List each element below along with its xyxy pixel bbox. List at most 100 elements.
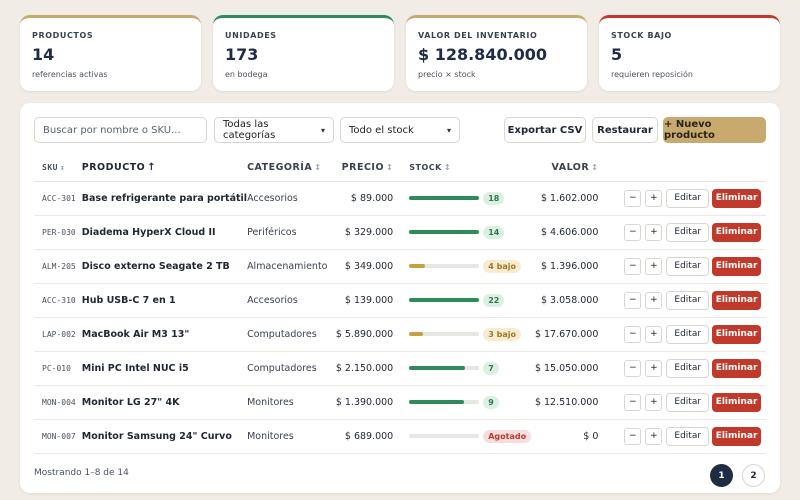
delete-button[interactable]: Eliminar <box>712 290 762 310</box>
cell-category: Accesorios <box>247 283 329 318</box>
edit-button[interactable]: Editar <box>666 426 710 446</box>
cell-stock: 3 bajo <box>401 317 532 352</box>
stock-badge: 18 <box>483 191 505 205</box>
delete-button[interactable]: Eliminar <box>712 392 762 412</box>
restore-button[interactable]: Restaurar <box>592 117 658 143</box>
cell-value: $ 15.050.000 <box>531 351 607 386</box>
header-price[interactable]: PRECIO ↕ <box>328 155 402 182</box>
increment-button[interactable]: + <box>645 325 663 343</box>
delete-button[interactable]: Eliminar <box>712 188 762 208</box>
cell-sku: ALM-205 <box>34 249 82 284</box>
edit-button[interactable]: Editar <box>666 324 710 344</box>
category-select[interactable]: Todas las categorías ▾ <box>214 117 334 143</box>
delete-button[interactable]: Eliminar <box>712 358 762 378</box>
decrement-button[interactable]: − <box>624 427 642 445</box>
edit-button[interactable]: Editar <box>666 290 710 310</box>
page-1-button[interactable]: 1 <box>710 464 733 487</box>
stock-select[interactable]: Todo el stock ▾ <box>340 117 460 143</box>
cell-category: Almacenamiento <box>247 249 329 284</box>
edit-button[interactable]: Editar <box>666 188 710 208</box>
cell-category: Monitores <box>247 385 329 420</box>
stock-badge: 4 bajo <box>483 259 521 273</box>
edit-button[interactable]: Editar <box>666 222 710 242</box>
cell-value: $ 1.396.000 <box>531 249 607 284</box>
table-row: ALM-205 Disco externo Seagate 2 TB Almacen… <box>34 249 766 284</box>
stock-badge: 9 <box>483 395 499 409</box>
delete-button[interactable]: Eliminar <box>712 324 762 344</box>
increment-button[interactable]: + <box>645 189 663 207</box>
cell-category: Accesorios <box>247 181 329 216</box>
cell-sku: LAP-002 <box>34 317 82 352</box>
increment-button[interactable]: + <box>645 257 663 275</box>
cell-price: $ 329.000 <box>328 215 402 250</box>
card-value: 5 <box>611 45 623 64</box>
table-row: LAP-002 MacBook Air M3 13" Computadores $ 5… <box>34 317 766 352</box>
increment-button[interactable]: + <box>645 359 663 377</box>
summary-cards: PRODUCTOS 14 referencias activas UNIDADE… <box>20 15 780 91</box>
table-row: MON-007 Monitor Samsung 24" Curvo Monitore… <box>34 419 766 454</box>
header-label: CATEGORÍA <box>247 162 313 174</box>
cell-stock: 4 bajo <box>401 249 532 284</box>
decrement-button[interactable]: − <box>624 325 642 343</box>
cell-price: $ 2.150.000 <box>328 351 402 386</box>
stock-bar <box>409 230 480 234</box>
cell-actions: − + Editar Eliminar <box>606 181 766 216</box>
new-product-button[interactable]: + Nuevo producto <box>663 117 766 143</box>
delete-button[interactable]: Eliminar <box>712 222 762 242</box>
edit-button[interactable]: Editar <box>666 358 710 378</box>
decrement-button[interactable]: − <box>624 291 642 309</box>
stock-bar-fill <box>409 298 480 302</box>
decrement-button[interactable]: − <box>624 393 642 411</box>
cell-actions: − + Editar Eliminar <box>606 351 766 386</box>
sort-icon: ↕ <box>443 163 452 173</box>
edit-button[interactable]: Editar <box>666 392 710 412</box>
card-sub: requieren reposición <box>611 70 693 79</box>
cell-product: Hub USB-C 7 en 1 <box>81 283 248 318</box>
edit-button[interactable]: Editar <box>666 256 710 276</box>
export-csv-button[interactable]: Exportar CSV <box>504 117 586 143</box>
header-category[interactable]: CATEGORÍA ↕ <box>247 155 329 182</box>
sort-icon: ↕ <box>386 163 394 173</box>
header-value[interactable]: VALOR ↕ <box>531 155 607 182</box>
header-label: PRODUCTO <box>81 162 146 174</box>
cell-value: $ 4.606.000 <box>531 215 607 250</box>
page-2-button[interactable]: 2 <box>742 464 765 487</box>
stock-bar-fill <box>409 332 424 336</box>
decrement-button[interactable]: − <box>624 257 642 275</box>
table-row: ACC-301 Base refrigerante para portátil Ac… <box>34 181 766 216</box>
delete-button[interactable]: Eliminar <box>712 256 762 276</box>
table-row: PC-010 Mini PC Intel NUC i5 Computadores $ … <box>34 351 766 386</box>
increment-button[interactable]: + <box>645 223 663 241</box>
header-stock[interactable]: STOCK ↕ <box>401 155 532 182</box>
table-row: PER-030 Diadema HyperX Cloud II Periférico… <box>34 215 766 250</box>
stock-bar-fill <box>409 264 425 268</box>
pagination-summary: Mostrando 1–8 de 14 <box>34 468 129 478</box>
card-units: UNIDADES 173 en bodega <box>213 15 394 91</box>
search-input[interactable] <box>34 117 207 143</box>
cell-stock: 9 <box>401 385 532 420</box>
table-row: ACC-310 Hub USB-C 7 en 1 Accesorios $ 139.0… <box>34 283 766 318</box>
cell-price: $ 139.000 <box>328 283 402 318</box>
delete-button[interactable]: Eliminar <box>712 426 762 446</box>
cell-price: $ 349.000 <box>328 249 402 284</box>
header-product[interactable]: PRODUCTO ↑ <box>81 155 248 182</box>
cell-category: Monitores <box>247 419 329 454</box>
products-table: SKU ↕ PRODUCTO ↑ CATEGORÍA ↕ PRECIO ↕ STOCK ↕… <box>34 155 766 454</box>
cell-sku: PC-010 <box>34 351 82 386</box>
increment-button[interactable]: + <box>645 427 663 445</box>
card-products: PRODUCTOS 14 referencias activas <box>20 15 201 91</box>
decrement-button[interactable]: − <box>624 359 642 377</box>
decrement-button[interactable]: − <box>624 189 642 207</box>
decrement-button[interactable]: − <box>624 223 642 241</box>
stock-bar <box>409 196 480 200</box>
increment-button[interactable]: + <box>645 393 663 411</box>
cell-stock: 7 <box>401 351 532 386</box>
stock-bar <box>409 366 480 370</box>
card-value: 173 <box>225 45 259 64</box>
header-sku[interactable]: SKU ↕ <box>34 155 82 182</box>
increment-button[interactable]: + <box>645 291 663 309</box>
chevron-down-icon: ▾ <box>320 125 325 135</box>
cell-sku: ACC-301 <box>34 181 82 216</box>
table-row: MON-004 Monitor LG 27" 4K Monitores $ 1.390… <box>34 385 766 420</box>
card-low-stock: STOCK BAJO 5 requieren reposición <box>599 15 780 91</box>
